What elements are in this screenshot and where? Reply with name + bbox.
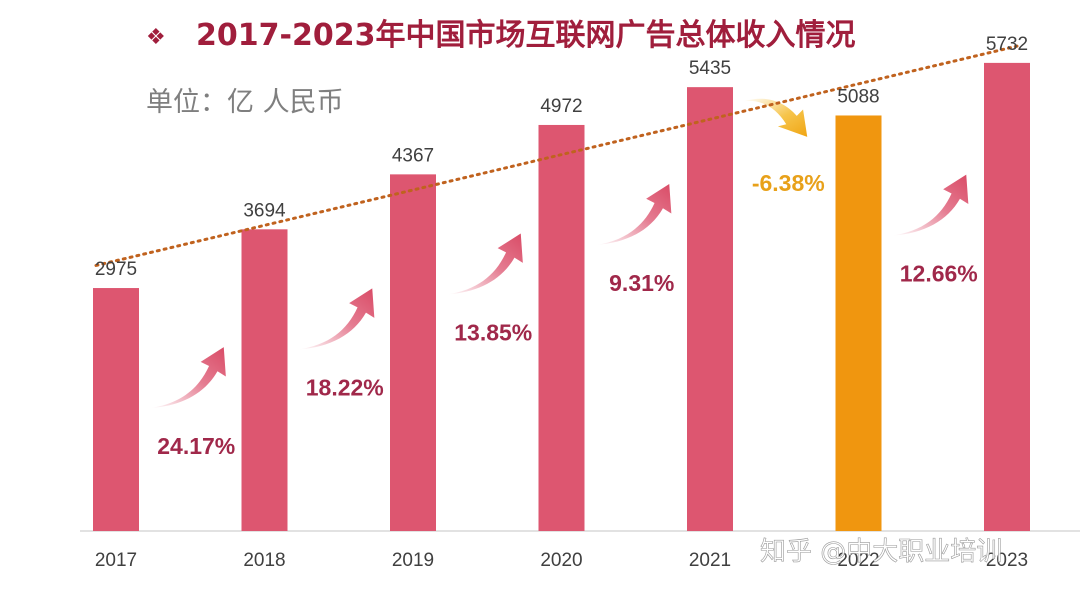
x-tick-2020: 2020 [540,550,582,571]
bar-2017 [93,288,139,531]
bar-2023 [984,62,1030,532]
up-arrow-icon [595,184,672,245]
x-tick-2017: 2017 [95,550,137,571]
value-label-2022: 5088 [837,86,879,107]
x-tick-2022: 2022 [837,550,879,571]
value-label-2021: 5435 [689,58,731,79]
bar-2019 [390,174,436,531]
value-labels: 2975 3694 4367 4972 5435 5088 5732 [95,34,1028,280]
growth-rate-label: 9.31% [609,270,674,296]
growth-rate-label: -6.38% [752,170,825,196]
x-tick-2019: 2019 [392,550,434,571]
growth-rate-label: 24.17% [157,433,235,459]
bar-2020 [538,124,585,531]
value-label-2023: 5732 [986,34,1028,55]
bar-2018 [241,229,288,531]
value-label-2018: 3694 [243,200,286,221]
growth-rate-label: 12.66% [900,260,978,286]
chart-title: 2017-2023年中国市场互联网广告总体收入情况 [196,18,855,53]
bars [93,62,1030,532]
down-arrow-icon [744,98,808,137]
x-tick-labels: 2017 2018 2019 2020 2021 2022 2023 [95,550,1028,571]
x-tick-2018: 2018 [243,550,285,571]
value-label-2017: 2975 [95,259,137,280]
x-tick-2023: 2023 [986,550,1028,571]
up-arrow-icon [447,233,523,295]
up-arrow-icon [150,347,226,409]
title-marker-icon: ❖ [146,25,166,50]
growth-rate-label: 13.85% [454,319,532,345]
growth-rate-label: 18.22% [306,374,384,400]
up-arrow-icon [892,174,969,236]
bar-2021 [687,87,733,532]
bar-2022 [835,115,882,531]
growth-labels: 24.17% 18.22% 13.85% 9.31% -6.38% 12.66% [157,170,978,459]
x-tick-2021: 2021 [689,550,731,571]
watermark: 知乎 @中大职业培训 [760,537,1002,567]
value-label-2019: 4367 [392,145,434,166]
growth-arrows [150,98,969,409]
value-label-2020: 4972 [540,96,582,117]
unit-label: 单位：亿 人民币 [146,87,344,118]
up-arrow-icon [298,288,375,350]
